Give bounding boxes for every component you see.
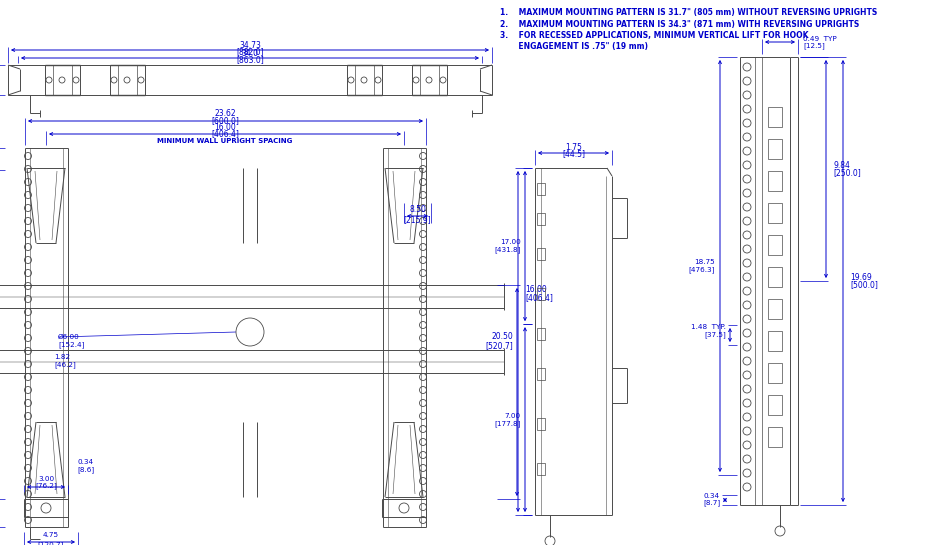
Text: 20.50: 20.50 [491, 332, 513, 341]
Bar [537, 213, 545, 225]
Bar [537, 288, 545, 300]
Bar [768, 363, 782, 383]
Bar [768, 235, 782, 255]
Bar [768, 267, 782, 287]
Bar [768, 331, 782, 351]
Text: ENGAGEMENT IS .75" (19 mm): ENGAGEMENT IS .75" (19 mm) [500, 43, 648, 51]
Text: [44.5]: [44.5] [562, 149, 585, 159]
Text: 8.50: 8.50 [409, 205, 426, 215]
Bar [768, 203, 782, 223]
Text: [120.7]: [120.7] [38, 542, 64, 545]
Text: 1.82: 1.82 [54, 354, 70, 360]
Text: Ø6.00: Ø6.00 [58, 334, 80, 340]
Bar [537, 418, 545, 430]
Bar [768, 427, 782, 447]
Bar [537, 368, 545, 380]
Text: 7.00: 7.00 [505, 413, 521, 419]
Text: 34.73: 34.73 [239, 40, 261, 50]
Bar [537, 248, 545, 260]
Text: 9.84: 9.84 [833, 160, 850, 169]
Text: 23.62: 23.62 [215, 110, 236, 118]
Text: [46.2]: [46.2] [54, 362, 76, 368]
Text: [215.9]: [215.9] [403, 215, 431, 225]
Text: 2.    MAXIMUM MOUNTING PATTERN IS 34.3" (871 mm) WITH REVERSING UPRIGHTS: 2. MAXIMUM MOUNTING PATTERN IS 34.3" (87… [500, 20, 859, 28]
Text: [520.7]: [520.7] [486, 341, 513, 350]
Text: 17.00: 17.00 [500, 239, 521, 245]
Bar [768, 299, 782, 319]
Text: [600.0]: [600.0] [212, 117, 240, 125]
Bar [537, 183, 545, 195]
Text: 3.    FOR RECESSED APPLICATIONS, MINIMUM VERTICAL LIFT FOR HOOK: 3. FOR RECESSED APPLICATIONS, MINIMUM VE… [500, 31, 808, 40]
Text: [37.5]: [37.5] [704, 331, 726, 338]
Text: [882.0]: [882.0] [236, 47, 264, 57]
Bar [768, 139, 782, 159]
Text: [250.0]: [250.0] [833, 168, 861, 178]
Bar [768, 395, 782, 415]
Text: [8.7]: [8.7] [703, 500, 720, 506]
Text: [476.3]: [476.3] [688, 267, 715, 274]
Bar [768, 171, 782, 191]
Text: 16.00: 16.00 [214, 124, 236, 132]
Text: [406.4]: [406.4] [525, 294, 553, 302]
Text: 0.34: 0.34 [78, 459, 94, 465]
Text: [431.8]: [431.8] [495, 247, 521, 253]
Text: [76.2]: [76.2] [35, 483, 56, 489]
Text: [177.8]: [177.8] [495, 420, 521, 427]
Text: [406.4]: [406.4] [211, 130, 239, 138]
Text: 0.49  TYP: 0.49 TYP [803, 36, 837, 42]
Text: [8.6]: [8.6] [78, 467, 94, 474]
Text: 3.00: 3.00 [38, 476, 54, 482]
Bar [537, 463, 545, 475]
Text: [863.0]: [863.0] [236, 56, 264, 64]
Text: [12.5]: [12.5] [803, 43, 825, 50]
Bar [768, 107, 782, 127]
Text: 4.75: 4.75 [43, 532, 59, 538]
Text: 34.0: 34.0 [241, 50, 258, 58]
Text: [152.4]: [152.4] [58, 342, 84, 348]
Text: 0.34: 0.34 [704, 493, 720, 499]
Text: [500.0]: [500.0] [850, 281, 878, 289]
Text: 1.    MAXIMUM MOUNTING PATTERN IS 31.7" (805 mm) WITHOUT REVERSING UPRIGHTS: 1. MAXIMUM MOUNTING PATTERN IS 31.7" (80… [500, 8, 877, 17]
Bar [537, 328, 545, 340]
Text: MINIMUM WALL UPRIGHT SPACING: MINIMUM WALL UPRIGHT SPACING [157, 138, 292, 144]
Text: 1.48  TYP.: 1.48 TYP. [691, 324, 726, 330]
Text: 18.75: 18.75 [695, 259, 715, 265]
Text: 16.00: 16.00 [525, 286, 547, 294]
Text: 19.69: 19.69 [850, 272, 871, 282]
Text: 1.75: 1.75 [565, 142, 582, 152]
